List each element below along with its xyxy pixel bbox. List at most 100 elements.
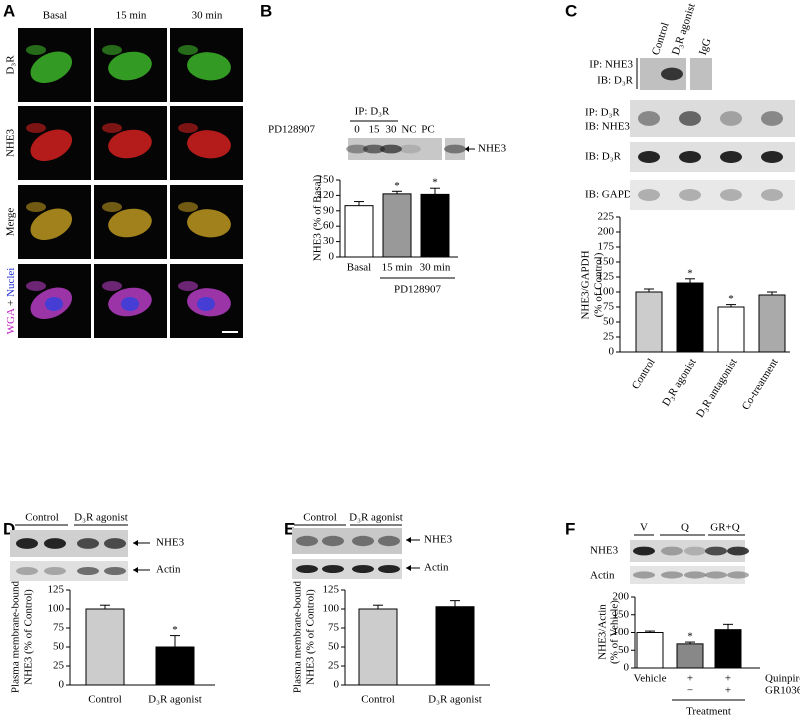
condition-name: GR103691 — [765, 685, 800, 697]
y-tick-label: 150 — [598, 256, 615, 268]
y-tick-label: 50 — [328, 641, 340, 653]
band — [679, 151, 701, 163]
column-header: Basal — [43, 10, 67, 22]
significance: * — [172, 624, 178, 636]
y-tick-label: 100 — [48, 603, 65, 615]
significance: * — [687, 631, 693, 643]
y-tick-label: 50 — [603, 316, 615, 328]
band — [720, 111, 742, 126]
band-label: NHE3 — [478, 143, 507, 155]
blot — [690, 58, 712, 90]
condition-mark: + — [725, 673, 731, 685]
y-tick-label: 75 — [328, 622, 340, 634]
x-tick-label: Control — [361, 694, 395, 706]
y-axis-label: (% of Vehicle) — [609, 600, 621, 664]
y-axis-label: NHE3 (% of Control) — [305, 589, 317, 685]
cell — [102, 202, 122, 212]
group-label: PD128907 — [394, 284, 442, 296]
lane-label: NC — [401, 124, 416, 136]
ip-label: IB: D₃R — [597, 75, 634, 87]
y-tick-label: 50 — [53, 641, 65, 653]
y-axis-label: (% of Control) — [593, 252, 605, 317]
arrowhead — [406, 537, 411, 543]
blot — [630, 180, 795, 210]
band — [77, 538, 99, 549]
band-label: NHE3 — [424, 534, 453, 546]
cell — [178, 123, 198, 133]
lane-label: V — [640, 522, 648, 534]
bar — [155, 646, 195, 686]
blot — [630, 566, 745, 584]
band-label: NHE3 — [156, 537, 185, 549]
band-label: NHE3 — [590, 545, 619, 557]
stain: Nuclei — [5, 268, 17, 297]
cell — [30, 129, 73, 161]
y-axis-label: NHE3 (% of Basal) — [312, 174, 324, 261]
band — [661, 67, 683, 81]
row-label: NHE3 — [5, 128, 17, 157]
band — [77, 567, 99, 575]
cell — [178, 45, 198, 55]
band — [346, 144, 368, 154]
cell — [187, 52, 231, 81]
arrowhead — [406, 565, 411, 571]
group-label: D₃R agonist — [349, 512, 403, 524]
condition-name: Quinpirole — [765, 673, 800, 685]
band — [684, 571, 706, 579]
y-tick-label: 30 — [323, 235, 335, 247]
y-tick-label: 60 — [323, 220, 335, 232]
band — [679, 111, 701, 126]
group-label: Treatment — [686, 706, 731, 718]
cell — [178, 281, 198, 291]
lane-label: IgG — [697, 37, 714, 57]
bar — [85, 608, 125, 686]
x-tick-label: Basal — [347, 262, 371, 274]
band-label: Actin — [156, 564, 181, 576]
y-tick-label: 125 — [323, 584, 340, 596]
band — [727, 571, 749, 579]
lane-label: Control — [650, 21, 672, 57]
band — [761, 151, 783, 163]
nucleus — [197, 297, 215, 311]
x-tick-label: Control — [88, 694, 122, 706]
panel-letter: F — [565, 519, 575, 538]
cell — [26, 123, 46, 133]
cell — [26, 202, 46, 212]
x-tick-label: D₃R agonist — [660, 357, 699, 409]
arrowhead — [465, 146, 469, 152]
y-axis-label: NHE3 (% of Control) — [23, 589, 35, 685]
stain: + — [5, 300, 17, 306]
significance: * — [394, 180, 400, 192]
treatment-label: PD128907 — [268, 124, 316, 136]
condition-mark: + — [725, 685, 731, 697]
bar — [358, 608, 398, 686]
band — [352, 535, 374, 547]
band — [44, 567, 66, 575]
y-tick-label: 90 — [323, 204, 335, 216]
band — [638, 189, 660, 201]
band — [705, 571, 727, 579]
band — [661, 546, 683, 556]
band-label: Actin — [590, 570, 615, 582]
group-label: D₃R agonist — [74, 512, 128, 524]
group-label: Control — [303, 512, 337, 524]
ip-label: IP: NHE3 — [589, 59, 633, 71]
y-tick-label: 200 — [598, 226, 615, 238]
lane-label: GR+Q — [710, 522, 739, 534]
band — [378, 535, 400, 547]
x-tick-label: Control — [630, 357, 658, 392]
band — [444, 144, 466, 154]
lane-label: PC — [421, 124, 434, 136]
bar — [420, 193, 450, 258]
band — [363, 144, 385, 154]
band — [378, 565, 400, 573]
bar — [435, 606, 475, 686]
cell — [30, 51, 73, 83]
y-tick-label: 120 — [318, 189, 335, 201]
condition-mark: + — [687, 673, 693, 685]
band-label: Actin — [424, 562, 449, 574]
lane-label: 0 — [354, 124, 360, 136]
arrowhead — [133, 567, 138, 573]
blots — [10, 58, 795, 584]
